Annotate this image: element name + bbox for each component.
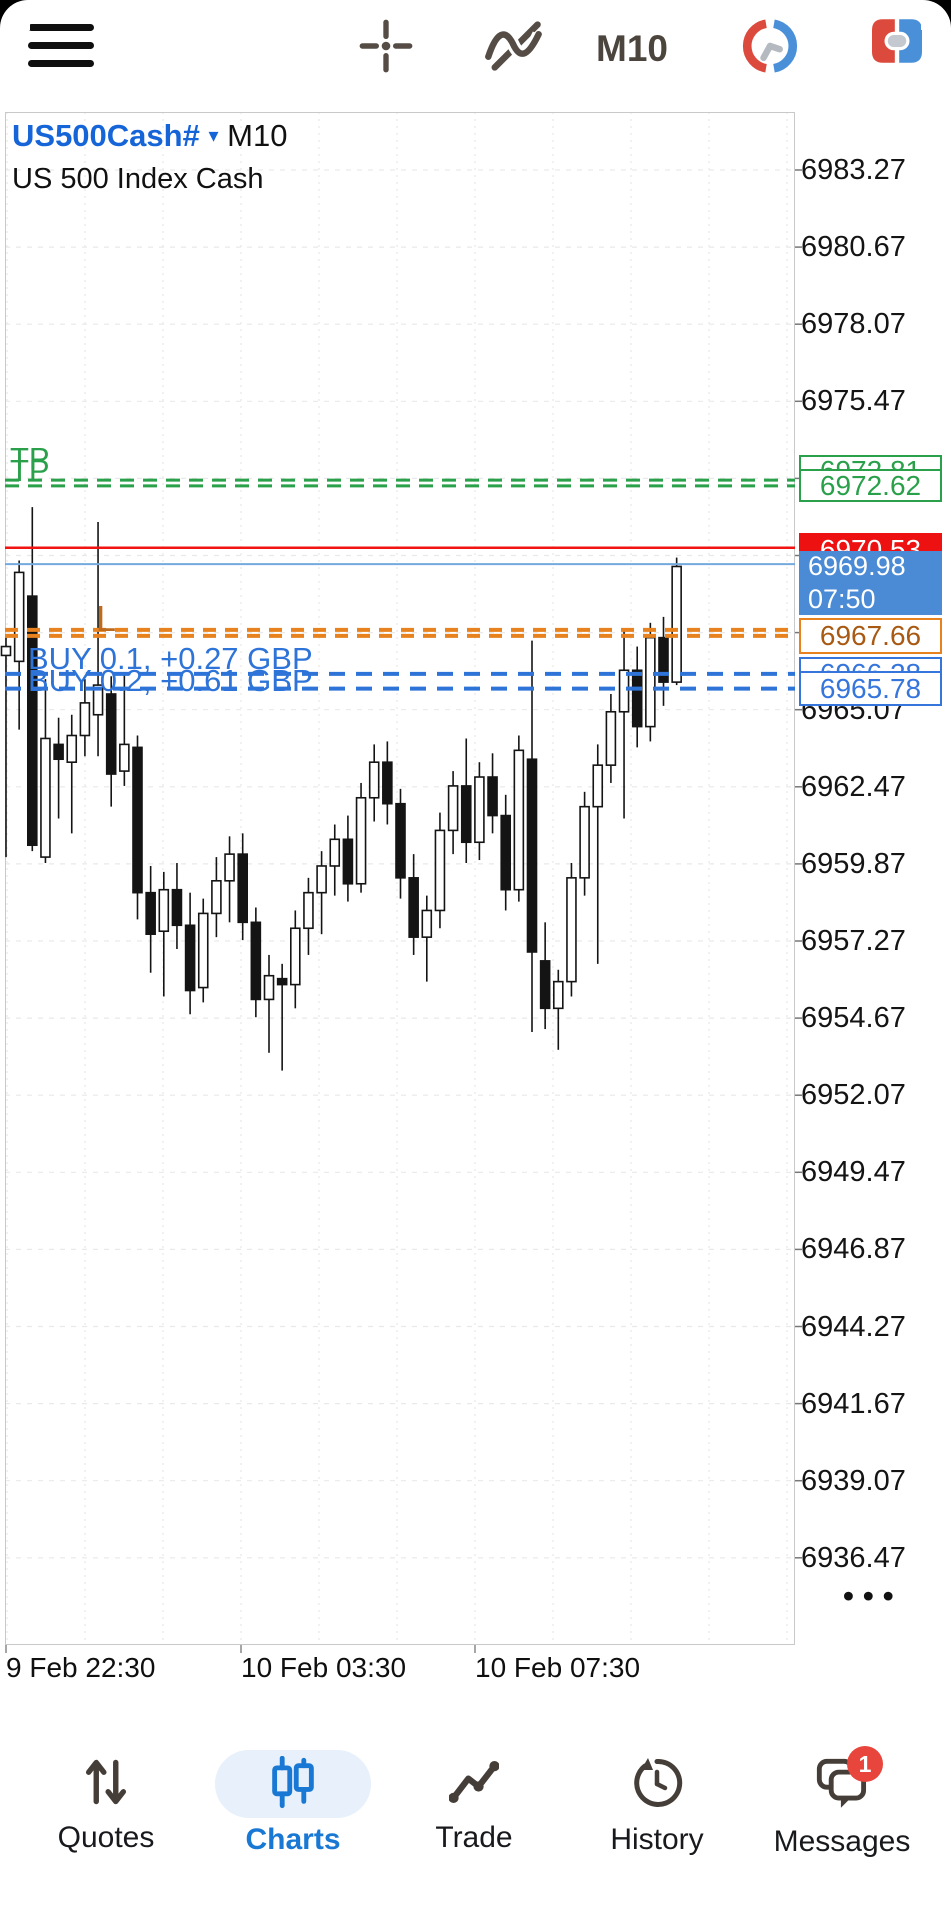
chart-timeframe-label: M10 xyxy=(227,118,288,153)
bottom-navigation-bar: Quotes Charts Trade xyxy=(0,1742,951,1882)
take-profit-label[interactable]: TP xyxy=(10,441,50,476)
symbol-description: US 500 Index Cash xyxy=(12,163,264,195)
nav-label: Quotes xyxy=(57,1821,155,1854)
take-profit-label[interactable]: TP xyxy=(10,453,50,488)
chat-bubbles-icon: 1 xyxy=(815,1746,883,1812)
time-axis-label: 9 Feb 22:30 xyxy=(6,1652,156,1683)
buy-position-label[interactable]: BUY 0.1, +0.27 GBP xyxy=(28,641,313,676)
nav-tab-charts[interactable]: Charts xyxy=(213,1742,373,1882)
indicators-icon[interactable] xyxy=(484,18,544,74)
buy-position-label[interactable]: BUY 0.2, +0.61 GBP xyxy=(28,663,313,698)
timeframe-button[interactable]: M10 xyxy=(596,28,668,69)
screen-corner xyxy=(921,0,951,30)
symbol-dropdown-icon[interactable]: ▾ xyxy=(208,125,219,147)
bid-price: 6969.98 xyxy=(808,551,906,581)
hamburger-menu-icon[interactable] xyxy=(28,24,94,74)
nav-label: Messages xyxy=(773,1825,911,1858)
price-axis-more-dots: ••• xyxy=(843,1578,903,1613)
nav-label: History xyxy=(610,1823,704,1856)
stop-loss-label[interactable]: L xyxy=(96,598,117,639)
time-axis-label: 10 Feb 03:30 xyxy=(241,1652,407,1683)
candlestick-icon xyxy=(268,1755,318,1812)
time-axis-label: 10 Feb 07:30 xyxy=(475,1652,641,1683)
symbol-name[interactable]: US500Cash# xyxy=(12,118,200,153)
nav-label: Charts xyxy=(245,1823,341,1856)
screen-corner xyxy=(0,0,30,30)
clock-sessions-icon[interactable] xyxy=(742,18,798,74)
bar-countdown: 07:50 xyxy=(808,584,876,614)
zigzag-line-icon xyxy=(448,1756,500,1812)
top-toolbar: M10 xyxy=(0,0,951,96)
active-tab-highlight xyxy=(215,1750,371,1818)
arrows-up-down-icon xyxy=(82,1756,130,1812)
nav-tab-trade[interactable]: Trade xyxy=(394,1742,554,1882)
nav-tab-quotes[interactable]: Quotes xyxy=(26,1742,186,1882)
clock-history-icon xyxy=(631,1756,683,1812)
nav-label: Trade xyxy=(435,1821,513,1854)
crosshair-icon[interactable] xyxy=(358,18,414,74)
chart-symbol-header[interactable]: US500Cash# ▾ M10 US 500 Index Cash xyxy=(12,118,287,196)
bid-price-box: 6969.98 07:50 xyxy=(799,551,942,615)
take-profit-price-box[interactable]: 6972.62 xyxy=(799,469,942,502)
buy-position-price-box[interactable]: 6965.78 xyxy=(799,671,942,706)
one-click-trading-icon[interactable] xyxy=(872,18,922,64)
nav-tab-messages[interactable]: 1 Messages xyxy=(762,1742,922,1882)
stop-loss-price-box[interactable]: 6967.66 xyxy=(799,618,942,654)
unread-badge: 1 xyxy=(847,1746,883,1782)
nav-tab-history[interactable]: History xyxy=(577,1742,737,1882)
